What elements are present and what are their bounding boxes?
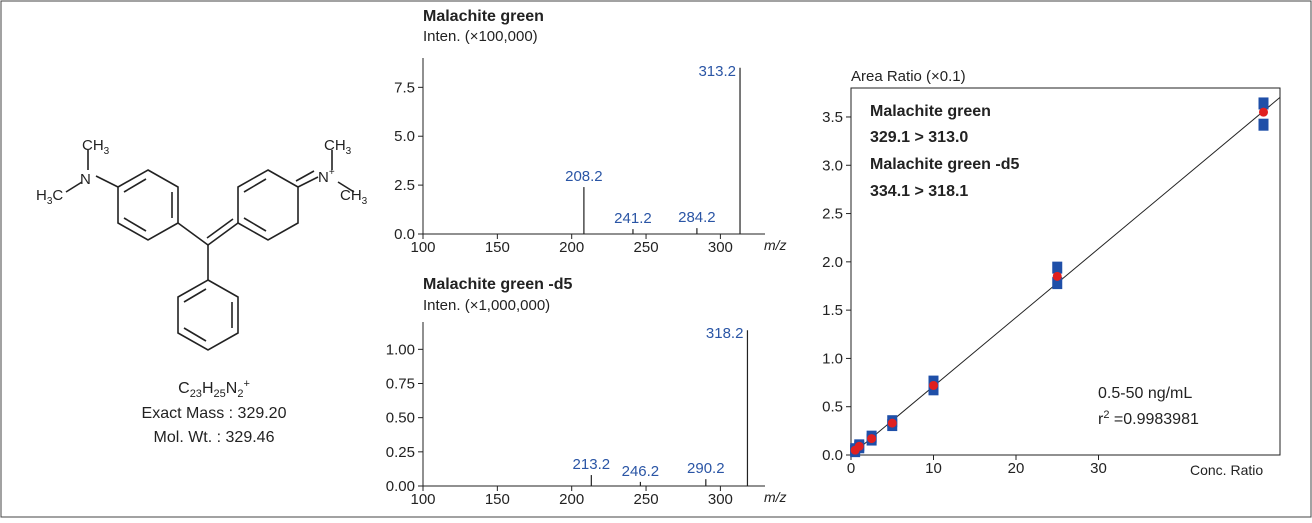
molecule-atoms: CH3 N H3C N+ CH3 CH3 <box>36 137 368 207</box>
spectrum2-peak-label: 318.2 <box>706 325 744 342</box>
spectrum2-title: Malachite green -d5 <box>423 276 572 293</box>
calib-xlabel: Conc. Ratio <box>1190 462 1263 478</box>
molecular-weight: Mol. Wt. : 329.46 <box>154 429 275 446</box>
calib-annotation-3: Malachite green -d5 <box>870 156 1019 173</box>
calib-y-tick-label: 3.0 <box>822 157 843 174</box>
atom-ch3-bottom-right: CH3 <box>340 187 368 207</box>
calib-mean-point <box>1052 271 1062 281</box>
spectrum-malachite-green-d5: Malachite green -d5 Inten. (×1,000,000) … <box>386 276 787 508</box>
spectrum2-peak-label: 290.2 <box>687 460 725 477</box>
calib-annotation-4: 334.1 > 318.1 <box>870 183 968 200</box>
calib-ylabel: Area Ratio (×0.1) <box>851 68 966 85</box>
calib-y-tick-label: 2.5 <box>822 206 843 223</box>
spectrum1-x-tick-label: 300 <box>708 239 733 256</box>
calib-replicate-point <box>1258 97 1269 110</box>
calib-x-tick-label: 30 <box>1090 460 1107 477</box>
spectrum1-x-tick-label: 100 <box>410 239 435 256</box>
spectrum1-y-tick-label: 5.0 <box>394 128 415 145</box>
spectrum1-y-tick-label: 7.5 <box>394 79 415 96</box>
atom-ch3-top-right: CH3 <box>324 137 352 157</box>
calib-annotation-2: 329.1 > 313.0 <box>870 129 968 146</box>
spectrum2-y-tick-label: 0.50 <box>386 410 415 427</box>
calib-y-tick-label: 3.5 <box>822 109 843 126</box>
spectrum2-x-tick-label: 200 <box>559 491 584 508</box>
calib-y-tick-label: 1.0 <box>822 350 843 367</box>
calib-y-tick-label: 0.0 <box>822 447 843 464</box>
spectrum2-peak-label: 246.2 <box>622 463 660 480</box>
spectrum1-y-tick-label: 0.0 <box>394 226 415 243</box>
calibration-curve: Area Ratio (×0.1) Conc. Ratio Malachite … <box>822 68 1281 478</box>
spectrum2-xlabel: m/z <box>764 489 787 505</box>
calib-range: 0.5-50 ng/mL <box>1098 385 1192 402</box>
molecule-info: C23H25N2+ Exact Mass : 329.20 Mol. Wt. :… <box>142 378 287 446</box>
atom-h3c-left: H3C <box>36 187 63 207</box>
calib-y-tick-label: 2.0 <box>822 254 843 271</box>
spectrum1-peak-label: 208.2 <box>565 168 603 185</box>
spectrum2-x-tick-label: 150 <box>485 491 510 508</box>
spectrum2-y-tick-label: 0.00 <box>386 478 415 495</box>
calib-mean-point <box>867 434 877 444</box>
molecular-formula: C23H25N2+ <box>178 378 250 400</box>
spectrum2-y-tick-label: 0.25 <box>386 444 415 461</box>
spectrum2-x-tick-label: 100 <box>410 491 435 508</box>
spectrum2-ylabel: Inten. (×1,000,000) <box>423 297 550 314</box>
calib-r2: r2 =0.9983981 <box>1098 409 1199 428</box>
spectrum1-ylabel: Inten. (×100,000) <box>423 28 538 45</box>
calib-replicate-point <box>1052 261 1063 274</box>
molecule-structure <box>65 150 355 351</box>
spectrum1-peak-label: 284.2 <box>678 209 716 226</box>
calib-replicate-point <box>1052 277 1063 290</box>
calib-x-tick-label: 20 <box>1008 460 1025 477</box>
calib-x-tick-label: 0 <box>847 460 855 477</box>
spectrum-malachite-green: Malachite green Inten. (×100,000) m/z 10… <box>394 8 786 256</box>
atom-ch3-top-left: CH3 <box>82 137 110 157</box>
calib-fit-line <box>850 97 1281 456</box>
calib-x-tick-label: 10 <box>925 460 942 477</box>
calib-y-tick-label: 0.5 <box>822 399 843 416</box>
spectrum2-peak-label: 213.2 <box>573 456 611 473</box>
calib-mean-point <box>854 441 864 451</box>
calib-plot-area <box>850 87 1281 456</box>
atom-n-right: N+ <box>318 167 335 186</box>
spectrum1-title: Malachite green <box>423 8 544 25</box>
spectrum2-y-tick-label: 1.00 <box>386 341 415 358</box>
spectrum2-y-tick-label: 0.75 <box>386 376 415 393</box>
spectrum2-x-tick-label: 300 <box>708 491 733 508</box>
calib-annotation-1: Malachite green <box>870 103 991 120</box>
calib-mean-point <box>887 418 897 428</box>
spectrum1-y-tick-label: 2.5 <box>394 177 415 194</box>
calib-mean-point <box>1259 107 1268 117</box>
calib-y-tick-label: 1.5 <box>822 302 843 319</box>
spectrum2-x-tick-label: 250 <box>634 491 659 508</box>
spectrum1-xlabel: m/z <box>764 237 787 253</box>
atom-n-left: N <box>80 171 91 188</box>
bottom-ring <box>177 279 239 351</box>
exact-mass: Exact Mass : 329.20 <box>142 405 287 422</box>
spectrum1-peak-label: 313.2 <box>698 63 736 80</box>
calib-mean-point <box>929 380 938 390</box>
spectrum1-x-tick-label: 200 <box>559 239 584 256</box>
spectrum1-x-tick-label: 250 <box>634 239 659 256</box>
calib-replicate-point <box>1258 118 1269 131</box>
spectrum1-x-tick-label: 150 <box>485 239 510 256</box>
spectrum1-peak-label: 241.2 <box>614 210 652 227</box>
